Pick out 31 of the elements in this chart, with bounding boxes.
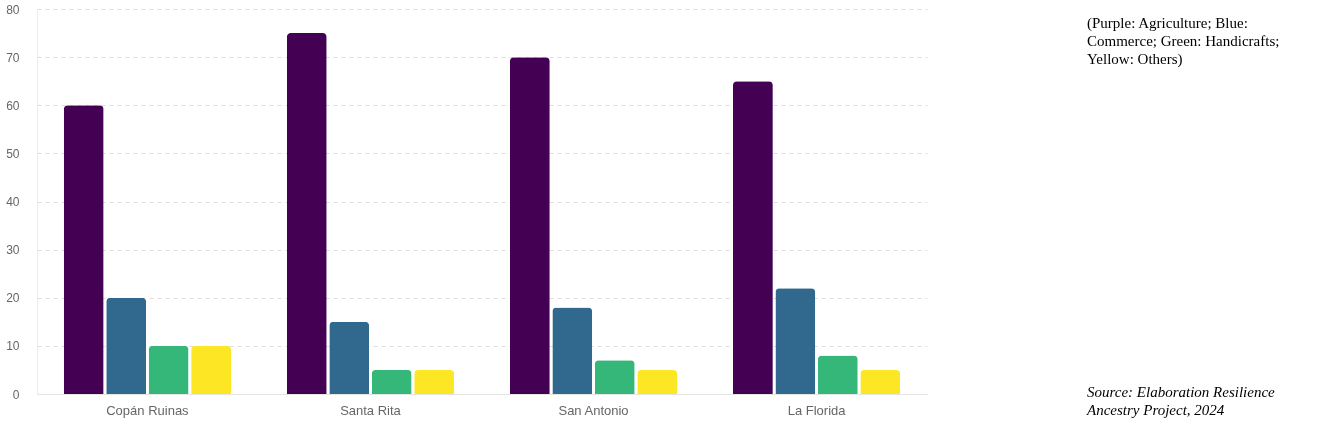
bar [286, 33, 327, 394]
x-tick-label: Copán Ruinas [106, 402, 190, 418]
bar [860, 369, 901, 394]
bar [371, 369, 412, 394]
bar [594, 360, 635, 394]
bar [509, 57, 550, 394]
x-tick-label: La Florida [787, 402, 847, 418]
x-tick-label: San Antonio [558, 402, 629, 418]
bar [329, 321, 370, 394]
bar [148, 345, 189, 394]
y-tick-label: 40 [6, 195, 20, 209]
y-tick-label: 60 [6, 98, 20, 113]
bar [775, 288, 816, 394]
bar [637, 369, 678, 394]
y-tick-label: 20 [6, 291, 20, 306]
bar [191, 345, 232, 394]
bar [414, 369, 455, 394]
bar [732, 81, 773, 394]
y-tick-label: 30 [6, 243, 20, 258]
text: (Purple: Agriculture; Blue: Commerce; Green: Handicrafts; Yellow: Others) [1087, 14, 1281, 68]
bar [817, 355, 858, 394]
bar [63, 105, 104, 394]
y-tick-label: 50 [6, 146, 20, 161]
y-tick-label: 0 [12, 387, 20, 402]
bar [106, 297, 147, 394]
y-tick-label: 10 [6, 339, 20, 354]
source-note: Source: Elaboration Resilience Ancestry Project, 2024 [1087, 383, 1276, 419]
x-tick-label: Santa Rita [340, 402, 402, 418]
bar [552, 307, 593, 394]
y-tick-label: 70 [6, 50, 20, 65]
y-tick-label: 80 [6, 2, 20, 17]
